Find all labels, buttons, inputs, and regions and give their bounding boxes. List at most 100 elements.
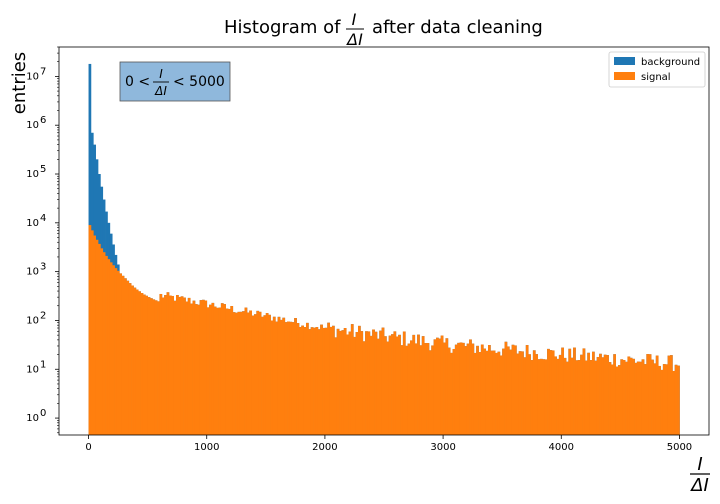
signal-bar — [183, 297, 186, 435]
signal-bar — [317, 329, 321, 435]
signal-bar — [190, 303, 193, 435]
signal-bar — [615, 366, 619, 435]
signal-bar — [185, 301, 189, 435]
signal-bar — [414, 343, 418, 435]
signal-bar — [549, 350, 553, 435]
signal-bar — [301, 325, 304, 435]
chart-title: Histogram of I ΔI after data cleaning — [224, 10, 543, 49]
signal-bar — [237, 311, 241, 435]
signal-bar — [497, 351, 501, 435]
signal-bar — [575, 360, 579, 435]
signal-bar — [244, 307, 248, 435]
x-tick-label: 0 — [85, 442, 91, 453]
x-tick-label: 3000 — [430, 442, 455, 453]
signal-bar — [462, 342, 465, 435]
signal-bar — [173, 300, 177, 435]
signal-bar — [443, 342, 446, 435]
signal-bar — [341, 330, 345, 435]
x-tick-label: 1000 — [194, 442, 219, 453]
signal-bar — [329, 326, 333, 435]
signal-bar — [315, 327, 319, 435]
signal-bar — [428, 350, 432, 435]
signal-bar — [665, 364, 668, 435]
signal-bar — [211, 302, 215, 435]
signal-bar — [613, 354, 616, 435]
title-suffix: after data cleaning — [372, 17, 543, 38]
signal-bar — [535, 354, 538, 435]
signal-bar — [636, 361, 640, 435]
signal-bar — [395, 336, 399, 435]
signal-bar — [544, 359, 548, 435]
signal-bar — [523, 357, 527, 435]
signal-bar — [620, 359, 624, 435]
xlabel-denominator: ΔI — [689, 475, 709, 496]
signal-bar — [294, 318, 297, 435]
signal-bar — [646, 354, 650, 435]
x-tick-label: 4000 — [549, 442, 574, 453]
signal-bar — [296, 323, 300, 435]
signal-bar — [235, 312, 238, 435]
signal-bar — [258, 311, 262, 435]
signal-bar — [450, 352, 453, 435]
signal-bar — [320, 324, 323, 435]
signal-bar — [485, 350, 489, 435]
signal-bar — [405, 345, 408, 435]
signal-bar — [313, 327, 316, 435]
signal-bar — [582, 348, 586, 435]
signal-bar — [176, 294, 179, 435]
signal-bar — [171, 295, 174, 435]
signal-bar — [374, 331, 378, 435]
signal-bar — [308, 329, 312, 435]
legend-label-signal: signal — [641, 72, 671, 83]
legend-swatch-signal — [614, 72, 635, 80]
signal-bar — [625, 361, 628, 435]
signal-bar — [660, 369, 664, 435]
signal-bar — [277, 316, 281, 435]
signal-bar — [376, 338, 380, 435]
signal-bar — [228, 308, 231, 435]
signal-bar — [589, 360, 593, 435]
signal-bar — [483, 348, 486, 435]
range-annotation: 0 < I ΔI < 5000 — [119, 61, 231, 102]
signal-bar — [476, 345, 479, 435]
signal-bar — [651, 359, 654, 435]
signal-bar — [147, 297, 151, 435]
signal-bar — [138, 291, 141, 435]
signal-bar — [384, 336, 387, 435]
title-frac-denominator: ΔI — [345, 30, 363, 49]
signal-bar — [577, 360, 581, 435]
signal-bar — [530, 360, 534, 435]
signal-bar — [466, 343, 470, 435]
signal-bar — [265, 313, 269, 435]
signal-bar — [180, 296, 184, 435]
signal-bar — [159, 293, 163, 435]
signal-bar — [639, 361, 642, 435]
y-tick-label: 10 — [26, 169, 39, 180]
xlabel-numerator: I — [697, 454, 702, 475]
signal-bar — [580, 354, 583, 435]
signal-bar — [135, 289, 139, 435]
signal-bar — [131, 285, 134, 435]
signal-bar — [478, 352, 482, 435]
signal-bar — [440, 335, 444, 435]
signal-bar — [133, 287, 137, 435]
signal-bar — [121, 275, 125, 435]
signal-bar — [516, 353, 520, 435]
signal-bar — [350, 324, 354, 435]
signal-bar — [599, 353, 602, 435]
signal-bar — [662, 364, 666, 435]
signal-bar — [306, 322, 309, 435]
signal-bar — [140, 293, 144, 435]
signal-bar — [270, 320, 274, 435]
signal-bar — [287, 321, 290, 435]
signal-bar — [218, 307, 222, 435]
signal-bar — [197, 304, 200, 435]
signal-bar — [608, 362, 612, 435]
signal-bar — [592, 351, 595, 435]
signal-bar — [514, 345, 517, 435]
signal-bar — [419, 345, 423, 435]
signal-bar — [367, 331, 371, 435]
signal-bar — [407, 343, 411, 435]
signal-bar — [369, 335, 373, 435]
